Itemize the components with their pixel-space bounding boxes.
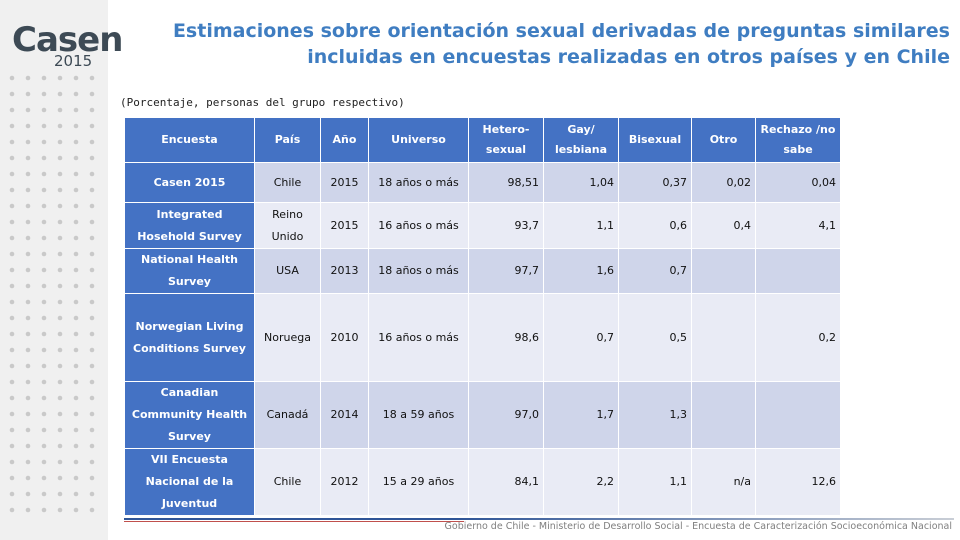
cell-universo: 18 años o más [368,162,469,203]
cell-otro [691,381,756,449]
cell-bisexual: 0,7 [618,248,692,294]
footer-divider [124,518,954,520]
cell-bisexual: 1,1 [618,448,692,516]
cell-gay-lesbiana: 1,7 [543,381,619,449]
cell-bisexual: 0,6 [618,202,692,249]
cell-heterosexual: 97,7 [468,248,544,294]
cell-rechazo [755,381,841,449]
header-anio: Año [320,117,369,163]
cell-encuesta: Casen 2015 [124,162,255,203]
cell-pais: Chile [254,448,321,516]
logo-word: Casen [12,20,123,60]
cell-universo: 16 años o más [368,202,469,249]
cell-gay-lesbiana: 1,1 [543,202,619,249]
cell-otro: 0,4 [691,202,756,249]
cell-otro: 0,02 [691,162,756,203]
header-bisexual: Bisexual [618,117,692,163]
cell-universo: 15 a 29 años [368,448,469,516]
cell-otro [691,248,756,294]
cell-gay-lesbiana: 1,04 [543,162,619,203]
header-heterosexual: Hetero-sexual [468,117,544,163]
survey-table: Encuesta País Año Universo Hetero-sexual… [124,117,841,516]
cell-rechazo: 0,2 [755,293,841,382]
cell-anio: 2015 [320,202,369,249]
cell-universo: 18 años o más [368,248,469,294]
cell-bisexual: 0,5 [618,293,692,382]
cell-bisexual: 1,3 [618,381,692,449]
footer-divider-accent [124,521,464,522]
cell-encuesta: Integrated Hosehold Survey [124,202,255,249]
table-row: Norwegian Living Conditions Survey Norue… [124,293,841,382]
header-gay-lesbiana: Gay/ lesbiana [543,117,619,163]
cell-pais: USA [254,248,321,294]
cell-rechazo: 12,6 [755,448,841,516]
cell-anio: 2013 [320,248,369,294]
cell-anio: 2015 [320,162,369,203]
cell-encuesta: Norwegian Living Conditions Survey [124,293,255,382]
cell-rechazo [755,248,841,294]
cell-encuesta: VII Encuesta Nacional de la Juventud [124,448,255,516]
cell-encuesta: Canadian Community Health Survey [124,381,255,449]
cell-heterosexual: 98,6 [468,293,544,382]
table-row: VII Encuesta Nacional de la Juventud Chi… [124,448,841,516]
cell-bisexual: 0,37 [618,162,692,203]
dot-pattern-decoration [9,75,95,513]
footer-text: Gobierno de Chile - Ministerio de Desarr… [444,521,952,532]
cell-universo: 18 a 59 años [368,381,469,449]
table-row: National Health Survey USA 2013 18 años … [124,248,841,294]
cell-pais: Canadá [254,381,321,449]
header-pais: País [254,117,321,163]
page-title: Estimaciones sobre orientación sexual de… [172,20,950,68]
cell-gay-lesbiana: 2,2 [543,448,619,516]
table-row: Casen 2015 Chile 2015 18 años o más 98,5… [124,162,841,203]
cell-heterosexual: 84,1 [468,448,544,516]
page-subtitle: (Porcentaje, personas del grupo respecti… [120,96,405,109]
cell-gay-lesbiana: 1,6 [543,248,619,294]
cell-pais: Reino Unido [254,202,321,249]
cell-anio: 2014 [320,381,369,449]
cell-pais: Chile [254,162,321,203]
header-rechazo: Rechazo /no sabe [755,117,841,163]
cell-pais: Noruega [254,293,321,382]
cell-otro [691,293,756,382]
cell-heterosexual: 93,7 [468,202,544,249]
cell-heterosexual: 98,51 [468,162,544,203]
cell-rechazo: 0,04 [755,162,841,203]
cell-heterosexual: 97,0 [468,381,544,449]
cell-universo: 16 años o más [368,293,469,382]
header-otro: Otro [691,117,756,163]
table-header-row: Encuesta País Año Universo Hetero-sexual… [124,117,841,163]
header-universo: Universo [368,117,469,163]
cell-encuesta: National Health Survey [124,248,255,294]
cell-rechazo: 4,1 [755,202,841,249]
table-row: Integrated Hosehold Survey Reino Unido 2… [124,202,841,249]
header-encuesta: Encuesta [124,117,255,163]
cell-anio: 2010 [320,293,369,382]
cell-gay-lesbiana: 0,7 [543,293,619,382]
cell-anio: 2012 [320,448,369,516]
cell-otro: n/a [691,448,756,516]
table-row: Canadian Community Health Survey Canadá … [124,381,841,449]
sidebar-panel: Casen 2015 [0,0,123,540]
logo-year: 2015 [54,52,93,70]
